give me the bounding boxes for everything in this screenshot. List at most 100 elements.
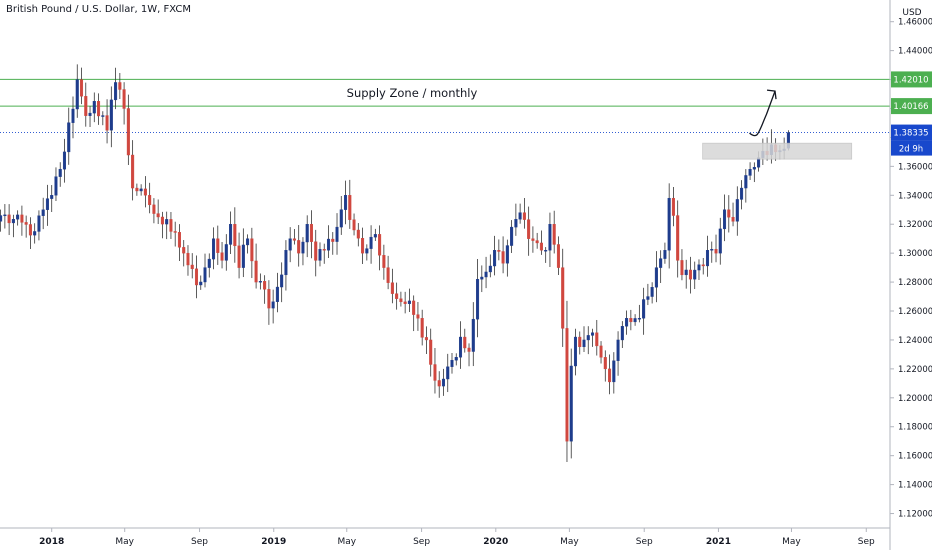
- candle-up: [659, 258, 663, 268]
- candle-down: [250, 238, 254, 262]
- candle-down: [463, 336, 467, 349]
- candle-down: [629, 318, 633, 323]
- candle-down: [552, 224, 556, 245]
- candle-down: [727, 209, 731, 218]
- candle-up: [241, 244, 245, 268]
- candle-up: [229, 224, 233, 245]
- x-tick-label: 2019: [261, 537, 286, 547]
- candle-up: [586, 335, 590, 341]
- candle-up: [288, 238, 292, 251]
- y-tick-label: 1.36000: [898, 162, 932, 172]
- candle-up: [458, 336, 463, 358]
- candle-up: [544, 250, 548, 252]
- candle-up: [207, 258, 211, 268]
- candle-up: [92, 101, 96, 114]
- candle-up: [280, 274, 284, 288]
- candle-up: [710, 249, 714, 251]
- candle-down: [731, 217, 735, 222]
- candle-up: [224, 244, 228, 261]
- candle-up: [339, 209, 343, 228]
- chart-title: British Pound / U.S. Dollar, 1W, FXCM: [6, 4, 191, 15]
- candle-down: [412, 300, 416, 315]
- candle-down: [28, 224, 32, 236]
- last-price-tag: [891, 124, 932, 141]
- candle-down: [160, 216, 164, 225]
- candle-up: [114, 82, 118, 101]
- x-tick-label: Sep: [636, 537, 653, 547]
- candle-up: [109, 99, 113, 131]
- supply-level-tag: [891, 98, 932, 115]
- x-tick-label: May: [782, 537, 801, 547]
- candle-up: [3, 214, 7, 217]
- candle-up: [450, 359, 454, 367]
- y-tick-label: 1.24000: [898, 336, 932, 346]
- y-tick-label: 1.46000: [898, 18, 932, 28]
- candle-down: [378, 234, 382, 256]
- candle-down: [135, 187, 139, 192]
- y-tick-label: 1.18000: [898, 423, 932, 433]
- candle-down: [382, 255, 386, 268]
- candle-up: [335, 226, 339, 242]
- candle-up: [493, 250, 497, 267]
- candle-up: [518, 212, 522, 220]
- price-axis[interactable]: USD1.460001.440001.420001.400001.380001.…: [889, 0, 932, 550]
- candle-up: [305, 224, 309, 243]
- candle-up: [663, 250, 667, 259]
- candle-up: [71, 108, 75, 123]
- candle-down: [314, 241, 318, 261]
- candle-up: [705, 250, 710, 267]
- candle-up: [0, 215, 3, 222]
- candle-up: [446, 366, 450, 380]
- candle-down: [395, 293, 399, 299]
- candle-up: [612, 360, 616, 383]
- candle-up: [50, 195, 54, 199]
- candle-up: [212, 238, 216, 260]
- candle-up: [369, 236, 373, 249]
- candles: [0, 64, 790, 462]
- candle-up: [344, 195, 348, 210]
- x-tick-label: May: [115, 537, 134, 547]
- candle-down: [437, 380, 441, 387]
- candle-up: [199, 281, 203, 286]
- time-axis[interactable]: 2018 May Sep 2019 May Sep 2020 May Sep 2021 May Sep: [0, 527, 890, 547]
- candle-up: [654, 267, 658, 288]
- x-tick-label: 2020: [483, 537, 508, 547]
- y-tick-label: 1.32000: [898, 220, 932, 230]
- supply-level-tag-text: 1.42010: [893, 75, 928, 85]
- candle-up: [752, 167, 756, 170]
- candle-up: [318, 249, 322, 261]
- candle-up: [646, 296, 650, 300]
- candle-up: [75, 79, 79, 110]
- candle-up: [441, 378, 445, 387]
- y-tick-label: 1.22000: [898, 365, 932, 375]
- candle-down: [701, 264, 705, 267]
- candle-down: [131, 154, 135, 189]
- y-tick-label: 1.34000: [898, 191, 932, 201]
- candle-up: [591, 332, 595, 336]
- candle-down: [403, 301, 407, 304]
- candle-down: [156, 213, 160, 218]
- x-tick-label: May: [560, 537, 579, 547]
- candle-down: [169, 219, 173, 232]
- x-tick-label: 2021: [706, 537, 731, 547]
- x-tick-label: 2018: [39, 537, 64, 547]
- candle-up: [203, 267, 207, 283]
- candle-down: [522, 212, 526, 220]
- candle-up: [748, 169, 752, 176]
- candle-up: [484, 271, 488, 278]
- candle-down: [535, 240, 539, 244]
- candle-up: [480, 276, 484, 280]
- candle-down: [578, 336, 582, 348]
- candle-up: [684, 269, 688, 276]
- candle-down: [539, 242, 543, 251]
- candle-up: [569, 365, 573, 442]
- candle-up: [454, 357, 458, 361]
- candle-up: [505, 245, 509, 264]
- candle-down: [152, 204, 156, 214]
- candle-down: [105, 115, 109, 131]
- y-tick-label: 1.44000: [898, 47, 932, 57]
- candle-down: [352, 219, 356, 231]
- candle-up: [246, 238, 250, 246]
